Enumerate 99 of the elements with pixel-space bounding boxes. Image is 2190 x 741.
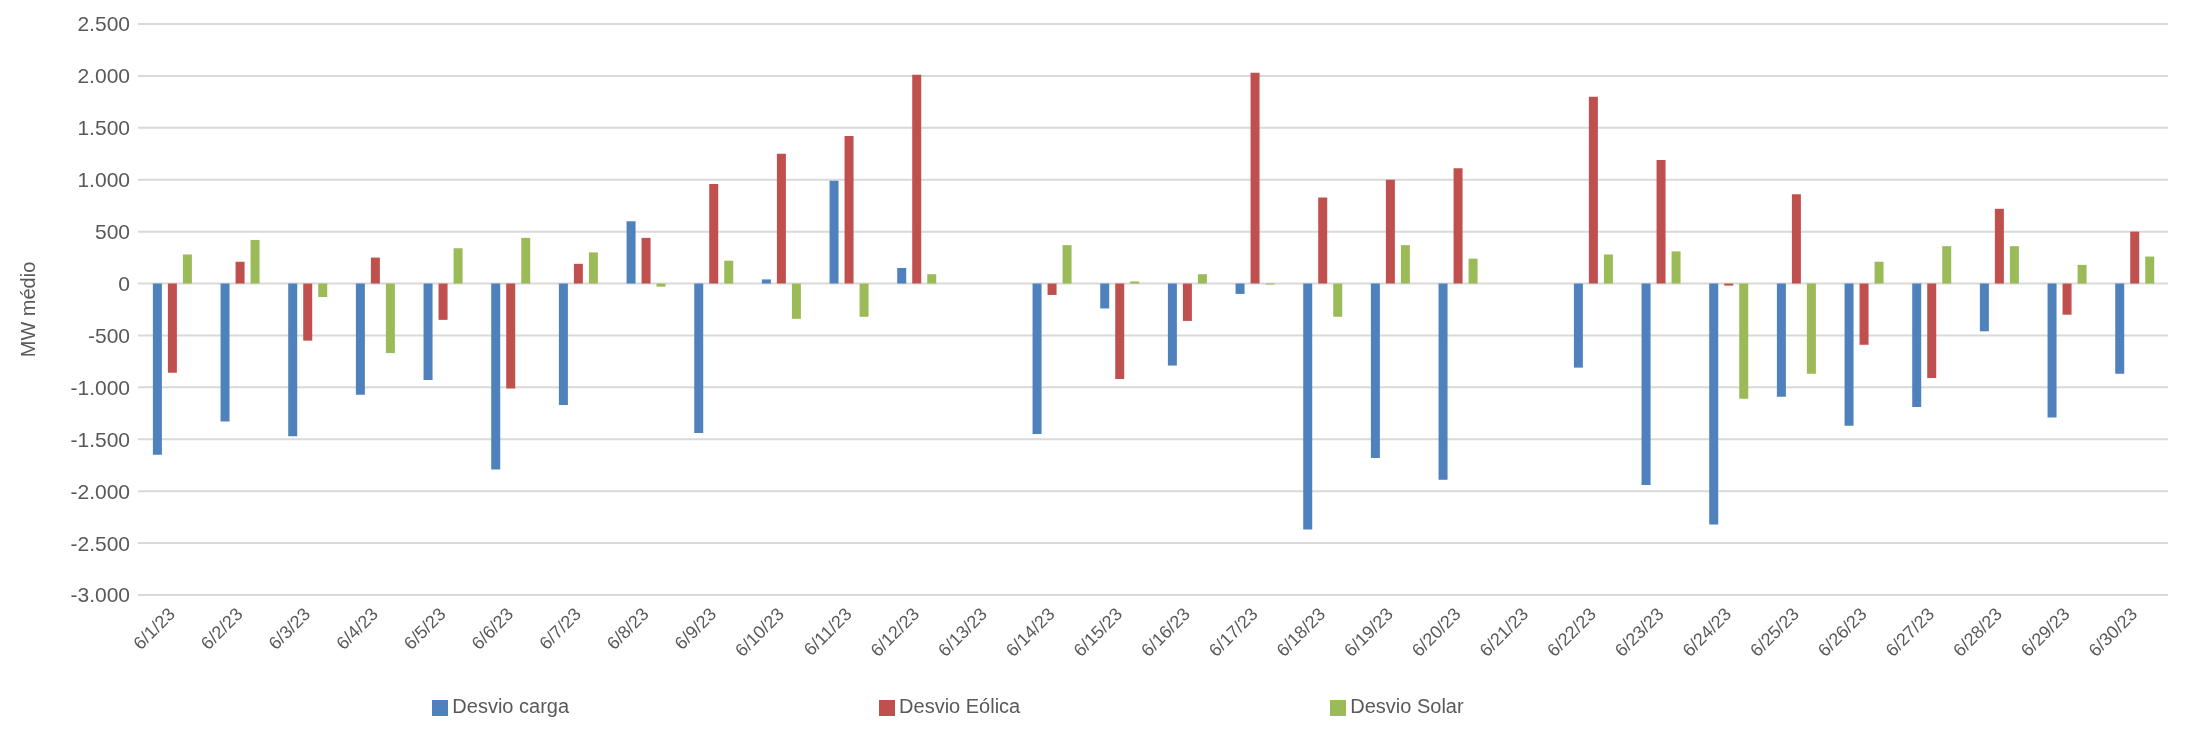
bar — [438, 283, 448, 320]
bar — [558, 283, 568, 406]
bar — [1641, 283, 1651, 485]
bar — [2145, 256, 2155, 284]
bar — [694, 283, 704, 434]
bar — [1724, 283, 1734, 286]
bar — [303, 283, 313, 341]
y-tick-label: -2.500 — [70, 531, 130, 555]
bar — [2009, 246, 2019, 284]
bar — [220, 283, 230, 422]
bar — [1250, 72, 1260, 284]
bar — [1047, 283, 1057, 295]
bar — [1235, 283, 1245, 294]
bar — [491, 283, 501, 470]
bar — [1370, 283, 1380, 458]
bar — [1859, 283, 1869, 345]
bar — [1588, 96, 1598, 284]
bar — [1167, 283, 1177, 366]
bar — [318, 283, 328, 298]
bar — [1994, 208, 2004, 284]
bar — [2130, 231, 2140, 284]
bar — [2047, 283, 2057, 418]
y-tick-label: 2.500 — [77, 12, 130, 36]
bar — [1100, 283, 1110, 309]
bar — [235, 261, 245, 284]
bar — [2062, 283, 2072, 315]
y-tick-label: 500 — [94, 220, 130, 244]
legend-label: Desvio Solar — [1350, 695, 1464, 717]
bar — [288, 283, 298, 437]
bar — [1197, 274, 1207, 284]
y-tick-label: 2.000 — [77, 64, 130, 88]
bar — [1130, 281, 1140, 284]
y-tick-label: -1.500 — [70, 427, 130, 451]
bar — [927, 274, 937, 284]
bar — [152, 283, 162, 455]
bar — [453, 248, 463, 284]
bar — [1709, 283, 1719, 525]
bar — [1776, 283, 1786, 397]
bar — [250, 239, 260, 284]
y-tick-label: 0 — [118, 272, 130, 295]
bar — [2077, 264, 2087, 284]
bar — [1844, 283, 1854, 426]
y-tick-label: 1.500 — [77, 116, 130, 140]
bar — [385, 283, 395, 354]
bar — [626, 221, 636, 284]
bar — [1438, 283, 1448, 480]
bar — [1400, 245, 1410, 284]
bar — [791, 283, 801, 319]
bar — [1303, 283, 1313, 530]
bar — [829, 180, 839, 284]
bar — [1912, 283, 1922, 408]
bar — [912, 74, 922, 284]
bar — [588, 252, 598, 284]
bar — [1318, 197, 1328, 284]
y-tick-label: -2.000 — [70, 479, 130, 503]
bar — [573, 263, 583, 284]
legend-label: Desvio Eólica — [899, 695, 1021, 717]
bar — [859, 283, 869, 317]
bar — [844, 136, 854, 284]
bar — [1115, 283, 1125, 380]
bar — [1927, 283, 1937, 379]
bar — [724, 260, 734, 284]
bar — [1942, 246, 1952, 284]
y-tick-label: -500 — [87, 323, 130, 347]
bar — [521, 237, 531, 284]
bar — [1062, 245, 1072, 284]
bar — [709, 183, 719, 284]
bar — [182, 254, 192, 284]
bar — [1468, 258, 1478, 284]
bar — [761, 279, 771, 284]
bar — [1333, 283, 1343, 317]
bar — [1032, 283, 1042, 435]
bar — [1453, 168, 1463, 284]
bar — [370, 257, 380, 284]
y-tick-label: -1.000 — [70, 375, 130, 399]
bar — [1671, 251, 1681, 284]
bar — [355, 283, 365, 395]
bar — [506, 283, 516, 389]
bar — [1656, 160, 1666, 284]
bar — [2115, 283, 2125, 374]
bar — [656, 283, 666, 287]
bar — [897, 267, 907, 284]
bar — [1603, 254, 1613, 284]
bar — [1385, 179, 1395, 284]
bar — [1979, 283, 1989, 332]
bar — [641, 237, 651, 284]
bar — [423, 283, 433, 381]
bar — [167, 283, 177, 373]
bar — [1573, 283, 1583, 368]
legend-label: Desvio carga — [452, 695, 570, 717]
y-axis-title: MW médio — [17, 261, 40, 358]
bar — [1806, 283, 1816, 374]
bar — [776, 153, 786, 284]
bar — [1874, 261, 1884, 284]
y-tick-label: -3.000 — [70, 583, 130, 607]
bar — [1182, 283, 1192, 321]
y-tick-label: 1.000 — [77, 168, 130, 192]
bar — [1791, 194, 1801, 284]
bar — [1739, 283, 1749, 399]
